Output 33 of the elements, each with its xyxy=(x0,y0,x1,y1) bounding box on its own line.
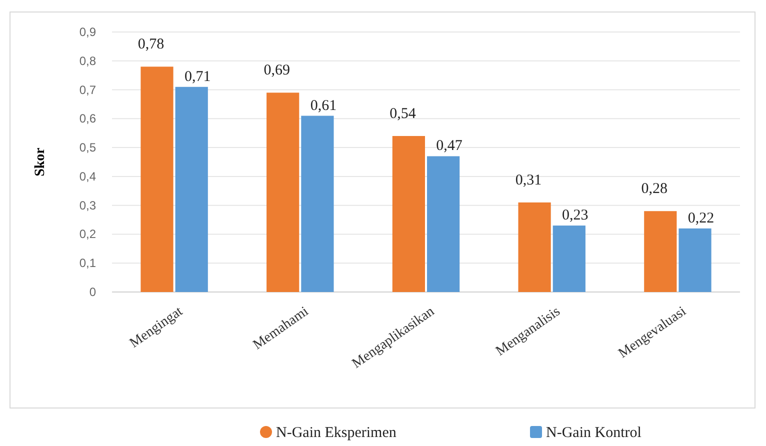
y-tick-label: 0,6 xyxy=(79,112,96,126)
y-tick-label: 0,7 xyxy=(79,82,96,97)
bar xyxy=(518,202,551,292)
y-tick-label: 0,8 xyxy=(79,54,96,68)
y-tick-label: 0,3 xyxy=(79,198,96,212)
data-label: 0,31 xyxy=(515,172,542,188)
bar xyxy=(175,86,208,292)
y-tick-label: 0,4 xyxy=(79,169,96,184)
bar xyxy=(301,116,334,292)
data-label: 0,54 xyxy=(390,106,416,122)
data-label: 0,47 xyxy=(436,138,463,154)
legend-label: N-Gain Kontrol xyxy=(546,425,642,441)
y-tick-label: 0,2 xyxy=(79,227,96,242)
data-label: 0,78 xyxy=(138,36,164,53)
data-label: 0,22 xyxy=(688,210,714,226)
data-label: 0,69 xyxy=(264,62,290,79)
bar xyxy=(644,211,677,292)
data-label: 0,61 xyxy=(310,98,337,114)
y-tick-label: 0,1 xyxy=(79,256,96,270)
bar xyxy=(678,228,712,292)
y-tick-label: 0,9 xyxy=(79,25,96,39)
bar xyxy=(140,66,174,292)
legend-label: N-Gain Eksperimen xyxy=(276,425,397,441)
bar xyxy=(392,136,425,292)
y-axis-title: Skor xyxy=(33,148,48,176)
data-label: 0,28 xyxy=(641,181,668,198)
y-tick-label: 0,5 xyxy=(79,140,96,155)
bar xyxy=(552,226,586,292)
y-tick-label: 0 xyxy=(89,285,96,299)
data-label: 0,71 xyxy=(184,68,211,85)
data-label: 0,23 xyxy=(562,208,588,224)
bar xyxy=(266,92,300,292)
bar xyxy=(427,156,460,292)
